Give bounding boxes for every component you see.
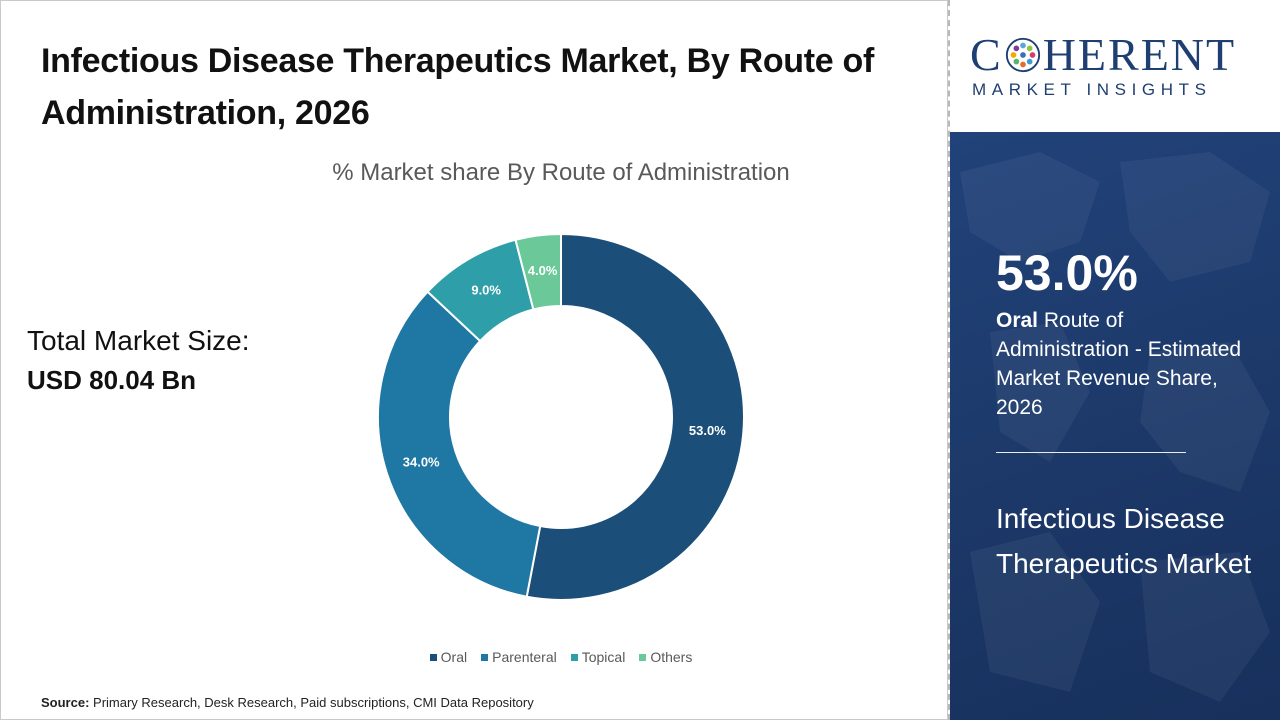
source-text: Primary Research, Desk Research, Paid su…: [93, 695, 534, 710]
data-label-parenteral: 34.0%: [403, 454, 440, 469]
donut-slice-others: [514, 232, 562, 311]
legend-item-others: Others: [639, 649, 692, 665]
legend-swatch: [429, 653, 437, 661]
total-market-label: Total Market Size:: [27, 325, 250, 356]
data-label-others: 4.0%: [528, 263, 558, 278]
highlight-description: Oral Route of Administration - Estimated…: [996, 306, 1246, 422]
highlight-segment: Oral: [996, 309, 1039, 332]
market-name: Infectious Disease Therapeutics Market: [996, 503, 1252, 579]
brand-name-part2: HERENT: [1042, 29, 1237, 80]
legend-label: Others: [650, 649, 693, 665]
highlight-box: 53.0% Oral Route of Administration - Est…: [950, 132, 1280, 720]
total-market-value: USD 80.04 Bn: [27, 365, 197, 395]
chart-title: % Market share By Route of Administratio…: [332, 159, 790, 186]
donut-slice-parenteral: [377, 290, 542, 598]
legend-swatch: [481, 653, 489, 661]
page-title: Infectious Disease Therapeutics Market, …: [41, 42, 875, 132]
data-label-oral: 53.0%: [689, 423, 726, 438]
highlight-percent: 53.0%: [996, 245, 1138, 301]
world-map-background: [960, 152, 1270, 702]
summary-panel: C HERENT MARKET INSIGHTS 53.0%: [950, 0, 1280, 720]
chart-panel: Infectious Disease Therapeutics Market, …: [0, 0, 948, 720]
brand-name-part1: C: [970, 29, 1003, 80]
legend-label: Topical: [581, 649, 626, 665]
legend-item-topical: Topical: [570, 649, 626, 665]
brand-globe-icon: [1005, 37, 1040, 73]
chart-legend: Oral Parenteral Topical Others: [351, 649, 771, 665]
legend-swatch: [639, 653, 647, 661]
source-label: Source:: [41, 695, 90, 710]
divider-line: [996, 452, 1186, 453]
legend-item-oral: Oral: [429, 649, 468, 665]
source-note: Source: Primary Research, Desk Research,…: [41, 695, 534, 710]
legend-swatch: [570, 653, 578, 661]
brand-logo: C HERENT MARKET INSIGHTS: [950, 0, 1280, 132]
brand-wordmark: C HERENT: [970, 30, 1236, 80]
legend-label: Parenteral: [492, 649, 557, 665]
legend-label: Oral: [440, 649, 468, 665]
highlight-description-text: Route of Administration - Estimated Mark…: [996, 309, 1242, 419]
donut-slice-oral: [525, 232, 745, 601]
panel-divider: [948, 0, 950, 720]
brand-subtitle: MARKET INSIGHTS: [972, 80, 1212, 99]
data-label-topical: 9.0%: [471, 282, 501, 297]
legend-item-parenteral: Parenteral: [481, 649, 557, 665]
donut-chart: 53.0% 34.0% 9.0% 4.0%: [377, 232, 745, 601]
